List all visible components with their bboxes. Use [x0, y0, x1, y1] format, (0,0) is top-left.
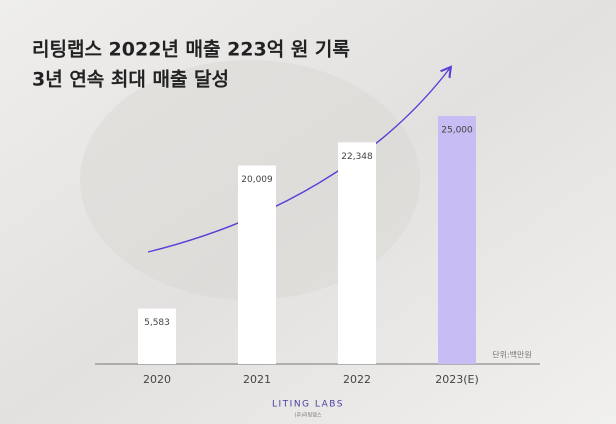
x-tick-label: 2020: [143, 373, 171, 386]
bar: [338, 142, 376, 364]
bar: [238, 165, 276, 364]
value-label: 25,000: [441, 126, 473, 136]
value-label: 5,583: [144, 318, 170, 328]
unit-label: 단위:백만원: [492, 350, 532, 360]
x-tick-label: 2022: [343, 373, 371, 386]
brand-name: LITING LABS: [272, 400, 344, 410]
bar: [138, 308, 176, 364]
x-tick-label: 2023(E): [435, 373, 479, 386]
chart-subtitle: 3년 연속 최대 매출 달성: [32, 69, 229, 91]
value-label: 20,009: [241, 175, 273, 185]
chart-title: 리팅랩스 2022년 매출 223억 원 기록: [32, 39, 350, 61]
bar: [438, 116, 476, 364]
x-tick-label: 2021: [243, 373, 271, 386]
trend-arrow: [147, 68, 450, 253]
brand-sub: (주)리팅랩스: [295, 412, 322, 419]
value-label: 22,348: [341, 152, 373, 162]
